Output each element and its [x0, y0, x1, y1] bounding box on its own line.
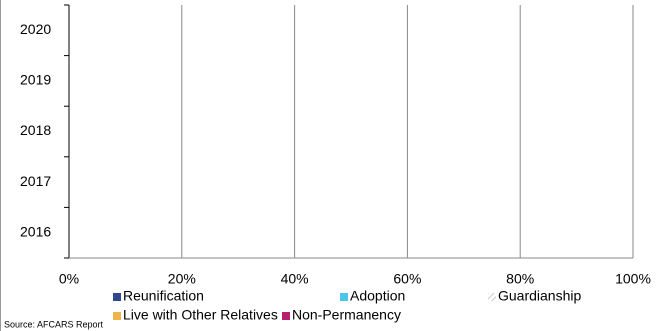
y-tick-label: 2019	[20, 72, 51, 88]
legend-swatch	[488, 293, 496, 301]
legend-label: Guardianship	[498, 288, 581, 304]
legend-label: Non-Permanency	[292, 307, 401, 323]
x-tick-label: 40%	[281, 271, 309, 287]
y-tick-label: 2018	[20, 122, 51, 138]
legend-swatch	[113, 312, 121, 320]
x-tick-label: 0%	[59, 271, 79, 287]
x-tick-label: 20%	[168, 271, 196, 287]
legend-swatch	[282, 312, 290, 320]
legend-label: Reunification	[123, 288, 204, 304]
x-tick-label: 60%	[393, 271, 421, 287]
y-tick-label: 2017	[20, 173, 51, 189]
legend-label: Adoption	[350, 288, 405, 304]
y-tick-label: 2016	[20, 223, 51, 239]
source-note: Source: AFCARS Report	[4, 319, 104, 329]
y-tick-label: 2020	[20, 21, 51, 37]
legend-swatch	[340, 293, 348, 301]
legend-label: Live with Other Relatives	[123, 307, 278, 323]
x-tick-label: 100%	[615, 271, 651, 287]
legend-swatch	[113, 293, 121, 301]
x-tick-label: 80%	[506, 271, 534, 287]
